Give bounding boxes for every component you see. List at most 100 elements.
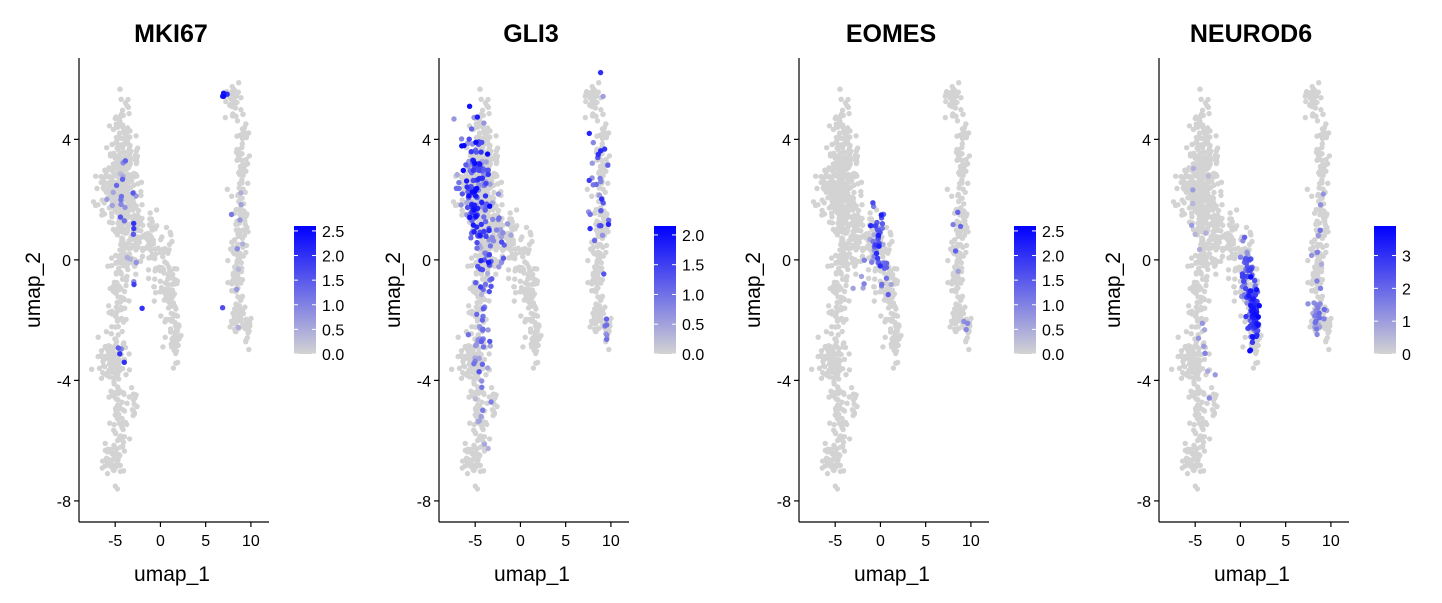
cell-point (115, 356, 122, 362)
cell-point (492, 204, 498, 210)
cell-point (140, 245, 146, 252)
cell-point (1199, 235, 1205, 241)
cell-point (833, 271, 840, 277)
expressing-cell-point (873, 250, 880, 257)
cell-point (493, 148, 500, 154)
cell-point (583, 98, 589, 105)
cell-point (484, 421, 490, 428)
cell-point (1232, 226, 1238, 232)
y-tick-label: -4 (57, 373, 71, 390)
expressing-cell-point (885, 291, 891, 298)
expressing-cell-point (472, 396, 478, 402)
cell-point (1202, 131, 1208, 137)
cell-point (1188, 348, 1195, 354)
cell-point (115, 135, 122, 141)
colorbar-tick-label: 1.0 (1042, 298, 1064, 315)
cell-point (529, 291, 535, 297)
panel-title: GLI3 (503, 20, 559, 48)
cell-point (1199, 389, 1206, 396)
cell-point (952, 91, 958, 97)
cell-point (958, 157, 965, 163)
cell-point (162, 259, 168, 265)
cell-point (107, 463, 113, 469)
cell-point (526, 316, 532, 323)
expressing-cell-point (483, 159, 489, 165)
cell-point (1213, 133, 1219, 139)
cell-point (1202, 263, 1209, 269)
cell-point (246, 323, 253, 330)
cell-point (115, 396, 121, 403)
cell-point (491, 170, 497, 177)
cell-point (1199, 162, 1206, 168)
cell-point (108, 263, 115, 269)
cell-point (1205, 96, 1211, 103)
cell-point (474, 446, 480, 452)
cell-point (959, 235, 966, 241)
cell-point (486, 185, 492, 192)
cell-point (113, 260, 119, 266)
cell-point (108, 359, 115, 365)
x-tick-label: 5 (561, 533, 570, 550)
cell-point (133, 271, 139, 277)
cell-point (1213, 160, 1220, 167)
x-axis-label: umap_1 (854, 563, 930, 586)
cell-point (1193, 252, 1199, 259)
cell-point (1200, 175, 1206, 182)
cell-point (1195, 402, 1201, 408)
cell-point (126, 146, 132, 152)
y-tick-label: 0 (782, 253, 791, 270)
expressing-cell-point (858, 273, 865, 280)
cell-point (1189, 308, 1195, 314)
cell-point (589, 193, 595, 199)
cell-point (239, 126, 246, 132)
cell-point (166, 264, 172, 270)
cell-point (171, 276, 178, 282)
cell-point (961, 201, 967, 207)
cell-point (112, 454, 118, 460)
cell-point (893, 325, 900, 331)
cell-point (850, 228, 856, 235)
cell-point (839, 198, 845, 204)
x-tick-label: 10 (242, 533, 260, 550)
cell-point (234, 281, 240, 287)
cell-point (945, 279, 951, 286)
cell-point (487, 194, 493, 200)
x-tick-label: 5 (921, 533, 930, 550)
cell-point (462, 363, 468, 370)
colorbar-tick-label: 2.5 (1042, 224, 1064, 241)
x-tick-label: 0 (876, 533, 885, 550)
cell-point (457, 353, 464, 359)
cell-point (1201, 150, 1207, 156)
cell-point (1250, 365, 1257, 371)
cell-point (1181, 183, 1187, 190)
cell-point (124, 421, 130, 428)
cell-point (1216, 217, 1223, 223)
cell-point (1215, 181, 1221, 187)
cell-point (520, 254, 526, 260)
cell-point (148, 242, 154, 249)
cell-point (957, 297, 964, 304)
cell-point (232, 328, 239, 335)
cell-point (822, 447, 828, 453)
cell-point (109, 168, 116, 174)
colorbar-tick-label: 0.5 (322, 322, 344, 339)
expressing-cell-point (480, 306, 487, 312)
cell-point (145, 275, 152, 282)
cell-point (480, 426, 486, 433)
cell-point (236, 185, 242, 191)
cell-point (107, 374, 113, 380)
cell-point (245, 180, 251, 186)
cell-point (832, 342, 839, 348)
cell-point (600, 310, 607, 317)
cell-point (1238, 313, 1244, 319)
cell-point (102, 363, 108, 370)
expressing-cell-point (474, 245, 480, 251)
cell-point (959, 126, 966, 132)
cell-point (126, 394, 132, 400)
cell-point (169, 238, 175, 245)
cell-point (828, 210, 835, 216)
cell-point (119, 107, 126, 114)
cell-point (841, 408, 848, 414)
cell-point (122, 131, 128, 137)
cell-point (837, 86, 843, 92)
